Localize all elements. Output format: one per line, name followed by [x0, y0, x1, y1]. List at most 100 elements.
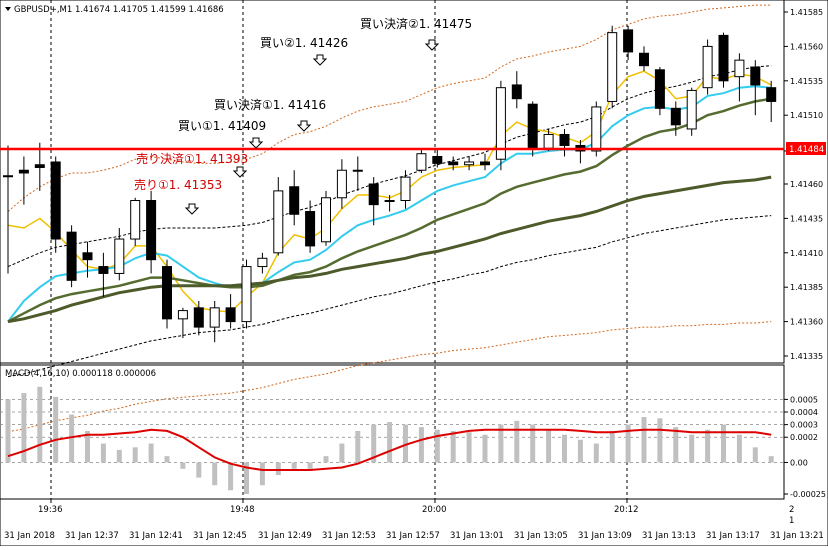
candle [495, 80, 506, 171]
candle [225, 294, 236, 329]
annotation-buy-2: 買い②1. 41426 [260, 36, 348, 50]
time-label-bottom: 31 Jan 12:57 [386, 531, 440, 541]
time-label-bottom: 31 Jan 12:37 [65, 531, 119, 541]
macd-tick-label: 0.0004 [790, 408, 818, 417]
current-price-label: 1.41484 [789, 145, 824, 155]
time-label-bottom: 31 Jan 13:21 [770, 531, 824, 541]
macd-tick-label: 0.0005 [790, 395, 818, 404]
macd-bar [657, 418, 663, 463]
candle [114, 228, 125, 281]
macd-bar [577, 439, 583, 463]
macd-label: MACD(4,16,10) 0.000118 0.000006 [5, 369, 156, 379]
candle [321, 190, 331, 246]
dropdown-triangle-icon[interactable] [5, 7, 11, 11]
macd-axis: 0.0005 0.0004 0.0003 0.0002 0.00 -0.00025 [784, 395, 826, 499]
symbol-info: GBPUSD+,M1 1.41674 1.41705 1.41599 1.416… [14, 5, 224, 15]
candle-body [511, 84, 522, 100]
macd-bar [403, 424, 408, 463]
candle [18, 156, 29, 205]
candle-body [734, 59, 745, 78]
macd-bar [752, 447, 758, 463]
macd-tick-label: 0.0002 [790, 433, 818, 442]
candle-body [273, 190, 284, 254]
time-label-bottom: 31 Jan 13:13 [642, 531, 696, 541]
candle [718, 32, 729, 88]
macd-signal-line [7, 428, 772, 471]
candle-body [98, 266, 109, 274]
price-tick-label: 1.41360 [790, 318, 823, 327]
macd-bar [705, 429, 711, 463]
candle [336, 159, 347, 209]
down-arrow-icon [312, 54, 328, 66]
candle-body [766, 87, 777, 102]
candle-body [289, 186, 300, 215]
macd-bar [85, 430, 90, 463]
candle [241, 259, 252, 329]
price-tick-label: 1.41385 [790, 283, 823, 292]
price-tick-label: 1.41560 [790, 42, 823, 51]
candle-body [321, 197, 331, 243]
candle-body [34, 164, 45, 168]
macd-bar [148, 443, 154, 463]
time-label-top: 20:12 [614, 505, 639, 515]
macd-bar [689, 434, 695, 463]
price-tick-label: 1.41410 [790, 249, 823, 258]
envelope-inner-lower-line [7, 215, 772, 378]
candle-body [3, 175, 13, 178]
candle [289, 170, 300, 226]
candle-body [66, 231, 77, 281]
macd-bar [387, 422, 393, 463]
down-arrow-icon [232, 166, 248, 178]
macd-bar [5, 399, 11, 463]
time-label-bottom: 31 Jan 13:17 [706, 531, 760, 541]
candle-body [639, 52, 649, 67]
time-label-bottom: 31 Jan 2018 [4, 531, 55, 541]
candle [384, 195, 395, 212]
time-label-top: 19:36 [38, 505, 63, 515]
candle-body [654, 69, 665, 109]
down-arrow-icon [184, 203, 200, 215]
time-label-bottom: 31 Jan 13:01 [450, 531, 504, 541]
candlestick-series[interactable] [3, 25, 777, 343]
candle [257, 252, 268, 274]
macd-bar [355, 430, 361, 463]
macd-bar [116, 449, 122, 463]
macd-bar [323, 456, 329, 463]
macd-bar [546, 429, 552, 463]
trade-annotations: 買い決済②1. 41475 買い②1. 41426 買い決済①1. 41416 … [134, 16, 472, 192]
candle-body [591, 106, 602, 152]
candle [480, 153, 490, 171]
down-arrow-icon [248, 137, 264, 149]
candle [50, 156, 61, 253]
down-arrow-icon [424, 39, 440, 51]
candle [607, 25, 618, 109]
macd-bar [21, 393, 27, 463]
candle [623, 25, 634, 61]
time-label-bottom: 31 Jan 12:41 [129, 531, 183, 541]
price-tick-label: 1.41585 [790, 8, 823, 17]
candle [511, 71, 522, 109]
candle [766, 80, 777, 123]
macd-tick-label: 0.0003 [790, 421, 818, 430]
candle-body [114, 238, 125, 274]
macd-bar [53, 396, 59, 463]
candle-body [352, 169, 363, 172]
candle-body [702, 45, 713, 89]
price-axis: 1.41585 1.41560 1.41535 1.41510 1.41484 1.414… [784, 8, 823, 361]
macd-bar [418, 427, 424, 463]
candle-body [82, 252, 93, 261]
candle-body [432, 155, 443, 164]
macd-bar [641, 417, 647, 463]
candle-body [225, 307, 236, 323]
macd-bar [466, 432, 472, 463]
candle-body [193, 307, 204, 328]
macd-bar [228, 462, 234, 491]
candle [368, 177, 379, 226]
candle-body [241, 266, 252, 323]
macd-histogram [5, 386, 774, 494]
candle [193, 300, 204, 336]
right-mark-1: 1 [789, 516, 794, 526]
time-label-top: 20:00 [422, 505, 447, 515]
